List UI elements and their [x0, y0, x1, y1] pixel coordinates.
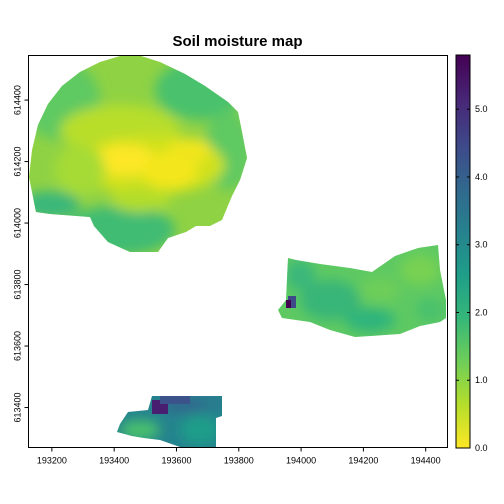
x-axis: 193200 193400 193600 193800 194000 194200 1944… [37, 447, 441, 466]
colorbar-tick-label: 3.0 [475, 240, 488, 250]
y-tick-label: 613800 [13, 270, 23, 300]
x-tick-label: 193200 [37, 456, 67, 466]
colorbar-tick-label: 5.0 [475, 104, 488, 114]
colorbar-tick-label: 0.0 [475, 443, 488, 453]
x-tick-label: 193400 [99, 456, 129, 466]
x-tick-label: 193800 [224, 456, 254, 466]
y-axis: 613400 613600 613800 614000 614200 614400 [13, 85, 29, 423]
map-title: Soil moisture map [172, 33, 303, 50]
x-tick-label: 194400 [411, 456, 441, 466]
colorbar-axis: 0.0 1.0 2.0 3.0 4.0 5.0 [456, 104, 488, 453]
y-tick-label: 613600 [13, 331, 23, 361]
y-tick-label: 613400 [13, 393, 23, 423]
colorbar-tick-label: 4.0 [475, 172, 488, 182]
colorbar-tick-label: 2.0 [475, 307, 488, 317]
east-field-raster [278, 245, 446, 337]
colorbar-tick-label: 1.0 [475, 375, 488, 385]
x-tick-label: 193600 [161, 456, 191, 466]
y-tick-label: 614200 [13, 147, 23, 177]
south-field-raster [117, 396, 222, 447]
colorbar [455, 54, 471, 449]
plot-frame [28, 55, 448, 448]
y-tick-label: 614400 [13, 85, 23, 115]
x-tick-label: 194000 [286, 456, 316, 466]
y-tick-label: 614000 [13, 208, 23, 238]
x-tick-label: 194200 [348, 456, 378, 466]
north-field-raster [29, 55, 247, 252]
